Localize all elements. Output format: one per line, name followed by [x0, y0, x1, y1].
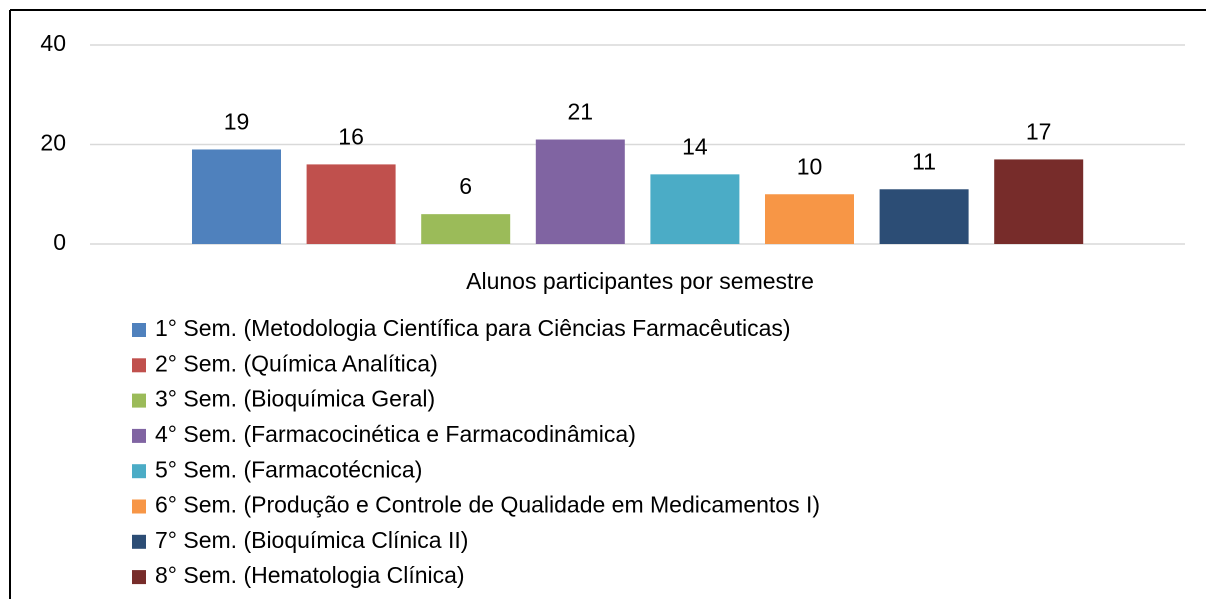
y-tick-label: 0 [53, 229, 66, 255]
y-tick-label: 40 [40, 30, 66, 56]
data-label: 14 [682, 133, 708, 159]
data-label: 19 [224, 109, 250, 135]
legend-label: 7° Sem. (Bioquímica Clínica II) [155, 527, 468, 553]
legend-label: 8° Sem. (Hematologia Clínica) [155, 562, 465, 588]
bar [421, 214, 511, 244]
bar [192, 149, 281, 244]
legend-label: 3° Sem. (Bioquímica Geral) [155, 386, 435, 412]
y-tick-label: 20 [40, 130, 66, 156]
legend-swatch [132, 428, 146, 443]
legend-swatch [132, 393, 146, 408]
legend-label: 5° Sem. (Farmacotécnica) [155, 456, 422, 482]
legend-swatch [132, 570, 146, 585]
data-label: 6 [459, 173, 472, 199]
bar [765, 194, 854, 244]
data-label: 17 [1026, 119, 1052, 145]
bar [879, 189, 969, 244]
legend-swatch [132, 323, 146, 337]
legend-swatch [132, 464, 146, 479]
data-label: 11 [912, 148, 936, 174]
x-tick-label: Alunos participantes por semestre [466, 268, 814, 294]
data-label: 16 [338, 123, 364, 149]
bar [535, 139, 625, 244]
data-label: 10 [797, 153, 823, 179]
bar [650, 174, 740, 244]
bar [994, 159, 1084, 244]
data-label: 21 [568, 99, 594, 125]
legend-label: 6° Sem. (Produção e Controle de Qualidad… [155, 492, 820, 518]
legend-swatch [132, 534, 146, 549]
legend-label: 1° Sem. (Metodologia Científica para Ciê… [155, 315, 791, 341]
legend-swatch [132, 499, 146, 514]
legend-label: 4° Sem. (Farmacocinética e Farmacodinâmi… [155, 421, 636, 447]
legend-swatch [132, 358, 146, 373]
legend-label: 2° Sem. (Química Analítica) [155, 350, 438, 376]
bar [306, 164, 396, 244]
